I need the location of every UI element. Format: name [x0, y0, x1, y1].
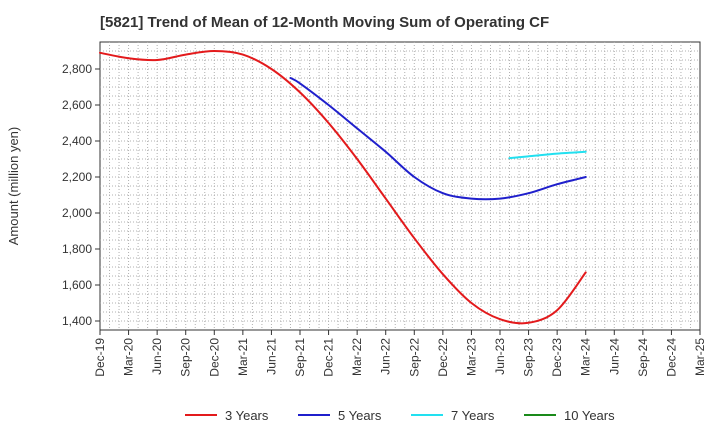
- series-lines: [99, 50, 587, 325]
- x-tick-label: Dec-21: [322, 338, 336, 377]
- x-tick-label: Sep-22: [407, 338, 421, 377]
- y-axis-label: Amount (million yen): [6, 127, 21, 246]
- legend-label-7-years: 7 Years: [451, 408, 495, 423]
- grid: [100, 42, 700, 330]
- x-tick-label: Jun-20: [150, 338, 164, 375]
- x-tick-label: Mar-20: [122, 338, 136, 376]
- y-tick-label: 1,800: [62, 242, 92, 256]
- x-tick-label: Dec-20: [207, 338, 221, 377]
- y-tick-label: 1,400: [62, 314, 92, 328]
- series-line-7-years: [508, 150, 587, 160]
- x-tick-label: Jun-21: [264, 338, 278, 375]
- y-tick-label: 1,600: [62, 278, 92, 292]
- x-tick-label: Mar-23: [464, 338, 478, 376]
- axes: 1,400 1,600 1,800 2,000 2,200 2,400 2,600 2,800…: [62, 62, 707, 377]
- series-line-5-years: [289, 77, 587, 201]
- y-tick-label: 2,600: [62, 98, 92, 112]
- x-tick-label: Sep-21: [293, 338, 307, 377]
- y-tick-label: 2,000: [62, 206, 92, 220]
- x-tick-label: Dec-24: [664, 338, 678, 377]
- x-tick-label: Mar-21: [236, 338, 250, 376]
- x-tick-label: Dec-19: [93, 338, 107, 377]
- x-tick-label: Dec-22: [436, 338, 450, 377]
- x-tick-label: Jun-24: [607, 338, 621, 375]
- x-tick-label: Sep-24: [636, 338, 650, 377]
- y-tick-label: 2,200: [62, 170, 92, 184]
- legend-label-10-years: 10 Years: [564, 408, 615, 423]
- x-tick-label: Jun-23: [493, 338, 507, 375]
- x-tick-label: Jun-22: [379, 338, 393, 375]
- chart-title: [5821] Trend of Mean of 12-Month Moving …: [100, 14, 549, 31]
- y-tick-label: 2,800: [62, 62, 92, 76]
- x-tick-label: Mar-24: [579, 338, 593, 376]
- x-tick-label: Sep-23: [522, 338, 536, 377]
- x-tick-label: Sep-20: [179, 338, 193, 377]
- legend-label-3-years: 3 Years: [225, 408, 269, 423]
- x-tick-label: Mar-25: [693, 338, 707, 376]
- legend-label-5-years: 5 Years: [338, 408, 382, 423]
- y-tick-label: 2,400: [62, 134, 92, 148]
- x-tick-label: Mar-22: [350, 338, 364, 376]
- series-line-3-years: [99, 50, 587, 325]
- legend: 3 Years 5 Years 7 Years 10 Years: [185, 408, 615, 423]
- x-tick-label: Dec-23: [550, 338, 564, 377]
